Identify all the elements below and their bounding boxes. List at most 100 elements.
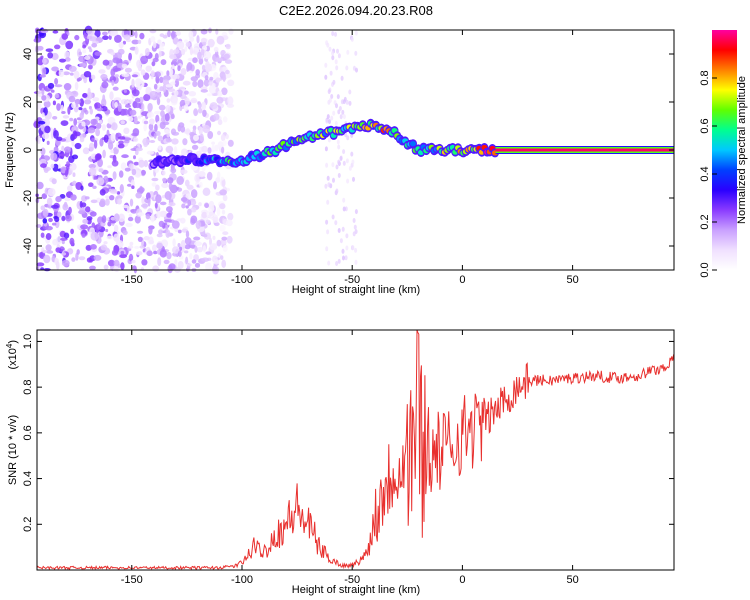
noise-cell <box>132 89 140 97</box>
noise-cell <box>199 133 204 142</box>
noise-cell <box>189 199 197 206</box>
noise-cell <box>159 33 165 38</box>
noise-cell <box>139 32 145 40</box>
noise-cell <box>190 207 197 213</box>
noise-cell <box>147 102 153 112</box>
noise-cell <box>207 147 212 154</box>
noise-cell <box>37 135 41 145</box>
noise-cell <box>163 219 172 223</box>
noise-cell <box>207 131 214 139</box>
noise-cell <box>141 103 145 112</box>
noise-cell <box>216 207 221 217</box>
noise-cell <box>184 46 188 52</box>
noise-cell <box>220 255 224 260</box>
noise-cell <box>158 145 162 151</box>
noise-cell <box>42 249 47 254</box>
chart-title: C2E2.2026.094.20.23.R08 <box>279 3 433 18</box>
noise-cell <box>135 147 143 152</box>
noise-cell <box>190 76 198 82</box>
noise-cell <box>111 79 115 86</box>
noise-cell <box>107 221 112 227</box>
noise-cell <box>213 46 219 53</box>
noise-cell <box>220 176 224 181</box>
noise-cell <box>102 59 110 66</box>
noise-cell <box>180 239 186 249</box>
noise-cell <box>82 218 89 224</box>
noise-cell <box>177 65 181 72</box>
noise-cell <box>342 99 346 105</box>
noise-cell <box>335 103 338 109</box>
noise-cell <box>337 228 341 233</box>
noise-cell <box>46 197 53 206</box>
noise-cell <box>43 168 49 173</box>
noise-cell <box>216 239 222 247</box>
noise-cell <box>78 256 86 261</box>
noise-cell <box>172 59 178 63</box>
noise-cell <box>345 158 349 164</box>
noise-cell <box>40 147 46 156</box>
noise-cell <box>134 215 141 224</box>
noise-cell <box>189 46 193 56</box>
noise-cell <box>180 217 186 224</box>
noise-cell <box>85 206 91 213</box>
noise-cell <box>94 102 101 109</box>
noise-cell <box>355 67 358 73</box>
noise-cell <box>189 36 195 42</box>
noise-cell <box>185 205 189 209</box>
noise-cell <box>193 134 199 142</box>
noise-cell <box>100 73 108 80</box>
noise-cell <box>83 71 92 78</box>
noise-cell <box>89 108 94 115</box>
noise-cell <box>49 127 54 134</box>
noise-cell <box>113 233 120 242</box>
noise-cell <box>337 159 341 165</box>
noise-cell <box>158 50 162 58</box>
noise-cell <box>205 251 212 255</box>
noise-cell <box>334 31 337 37</box>
noise-cell <box>90 74 96 80</box>
noise-cell <box>156 242 163 249</box>
noise-cell <box>88 142 95 152</box>
noise-cell <box>103 264 109 270</box>
noise-cell <box>105 228 109 233</box>
noise-cell <box>72 90 77 95</box>
noise-cell <box>123 127 130 134</box>
noise-cell <box>47 82 55 89</box>
noise-cell <box>74 142 82 150</box>
noise-cell <box>193 236 201 241</box>
noise-cell <box>134 245 140 249</box>
noise-cell <box>171 73 180 80</box>
noise-cell <box>119 254 127 259</box>
noise-cell <box>36 262 45 267</box>
noise-cell <box>182 80 191 86</box>
spectrogram-x-label: Height of straight line (km) <box>292 284 420 296</box>
noise-cell <box>102 31 108 36</box>
noise-cell <box>202 124 211 134</box>
noise-cell <box>141 203 149 208</box>
noise-cell <box>222 231 229 236</box>
noise-cell <box>192 57 198 64</box>
noise-cell <box>327 137 331 143</box>
noise-cell <box>197 51 202 60</box>
noise-cell <box>219 224 226 232</box>
noise-cell <box>120 162 127 170</box>
noise-cell <box>193 43 201 51</box>
noise-cell <box>154 123 158 132</box>
noise-cell <box>94 51 102 56</box>
noise-cell <box>187 199 192 207</box>
noise-cell <box>331 55 335 61</box>
noise-cell <box>324 183 328 189</box>
noise-cell <box>82 147 90 155</box>
noise-cell <box>107 259 116 267</box>
noise-cell <box>326 229 330 235</box>
noise-cell <box>111 122 118 131</box>
noise-cell <box>161 182 169 189</box>
noise-cell <box>208 40 215 46</box>
ridge-band-core <box>495 148 674 152</box>
noise-cell <box>225 69 230 75</box>
noise-cell <box>138 159 145 168</box>
noise-cell <box>70 194 77 201</box>
noise-cell <box>69 162 77 171</box>
noise-cell <box>87 127 96 134</box>
noise-cell <box>332 79 336 85</box>
